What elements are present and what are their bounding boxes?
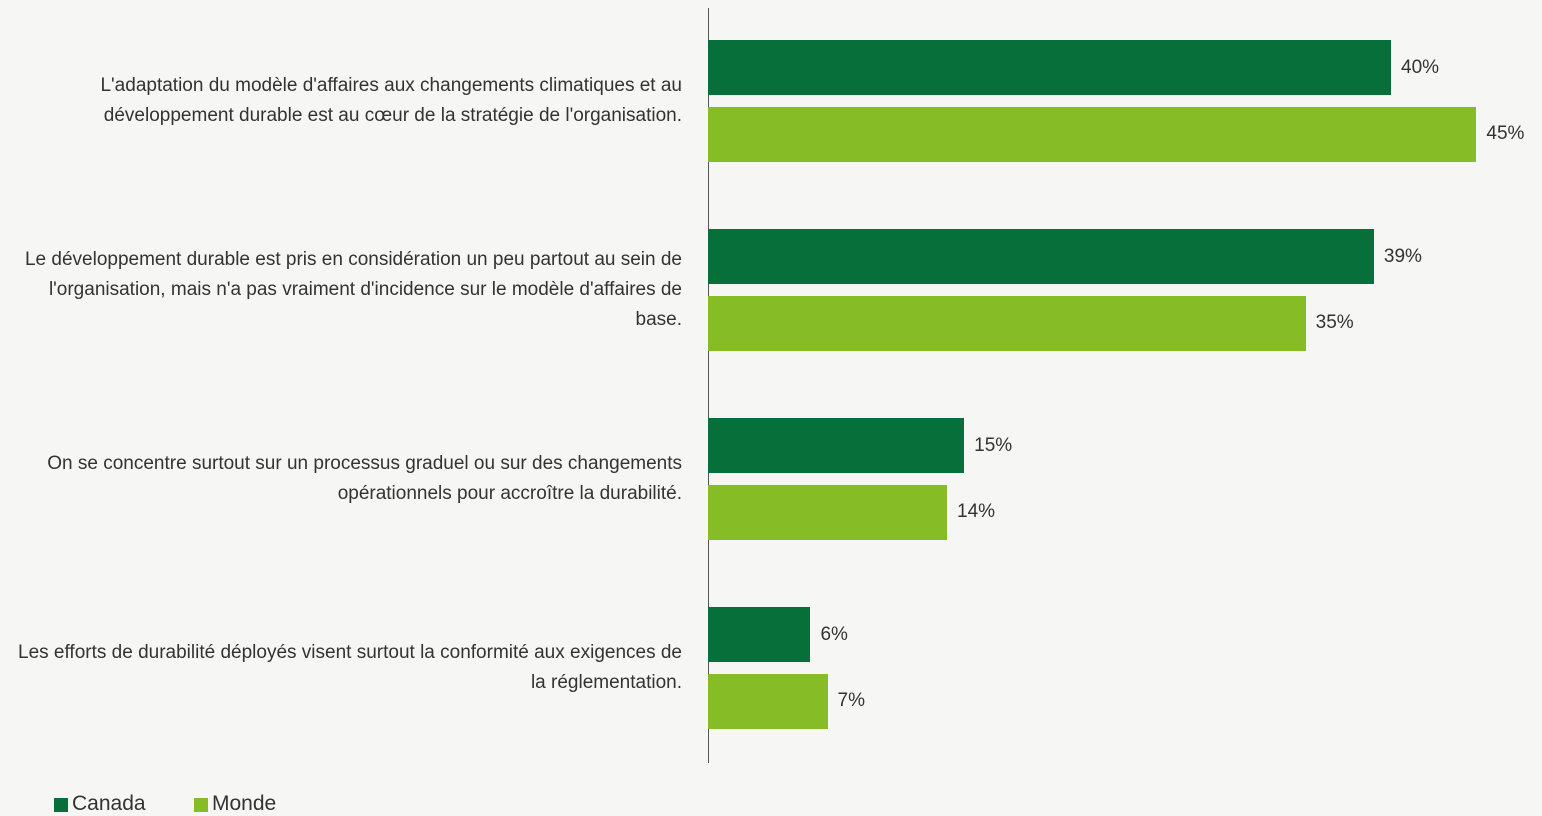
bar [708,106,1477,162]
bar [708,40,1391,95]
value-label: 39% [1383,245,1422,267]
bar [708,295,1306,351]
category-label: Le développement durable est pris en con… [24,248,682,330]
value-label: 15% [974,434,1013,456]
legend-swatch [194,798,208,812]
bar [708,673,828,729]
value-label: 14% [957,501,996,522]
category-label: Les efforts de durabilité déployés visen… [18,641,682,693]
legend-label: Canada [72,792,146,815]
value-label: 35% [1315,312,1354,333]
legend-swatch [54,798,68,812]
value-label: 45% [1486,123,1525,144]
legend-label: Monde [212,792,277,815]
axis-line [708,8,709,763]
value-label: 7% [837,690,865,711]
bar [708,607,811,662]
bar [708,484,948,540]
bar [708,229,1374,284]
value-label: 40% [1401,56,1440,78]
category-label: L'adaptation du modèle d'affaires aux ch… [100,74,682,126]
bar [708,418,965,473]
category-label: On se concentre surtout sur un processus… [47,452,682,504]
value-label: 6% [820,623,848,645]
